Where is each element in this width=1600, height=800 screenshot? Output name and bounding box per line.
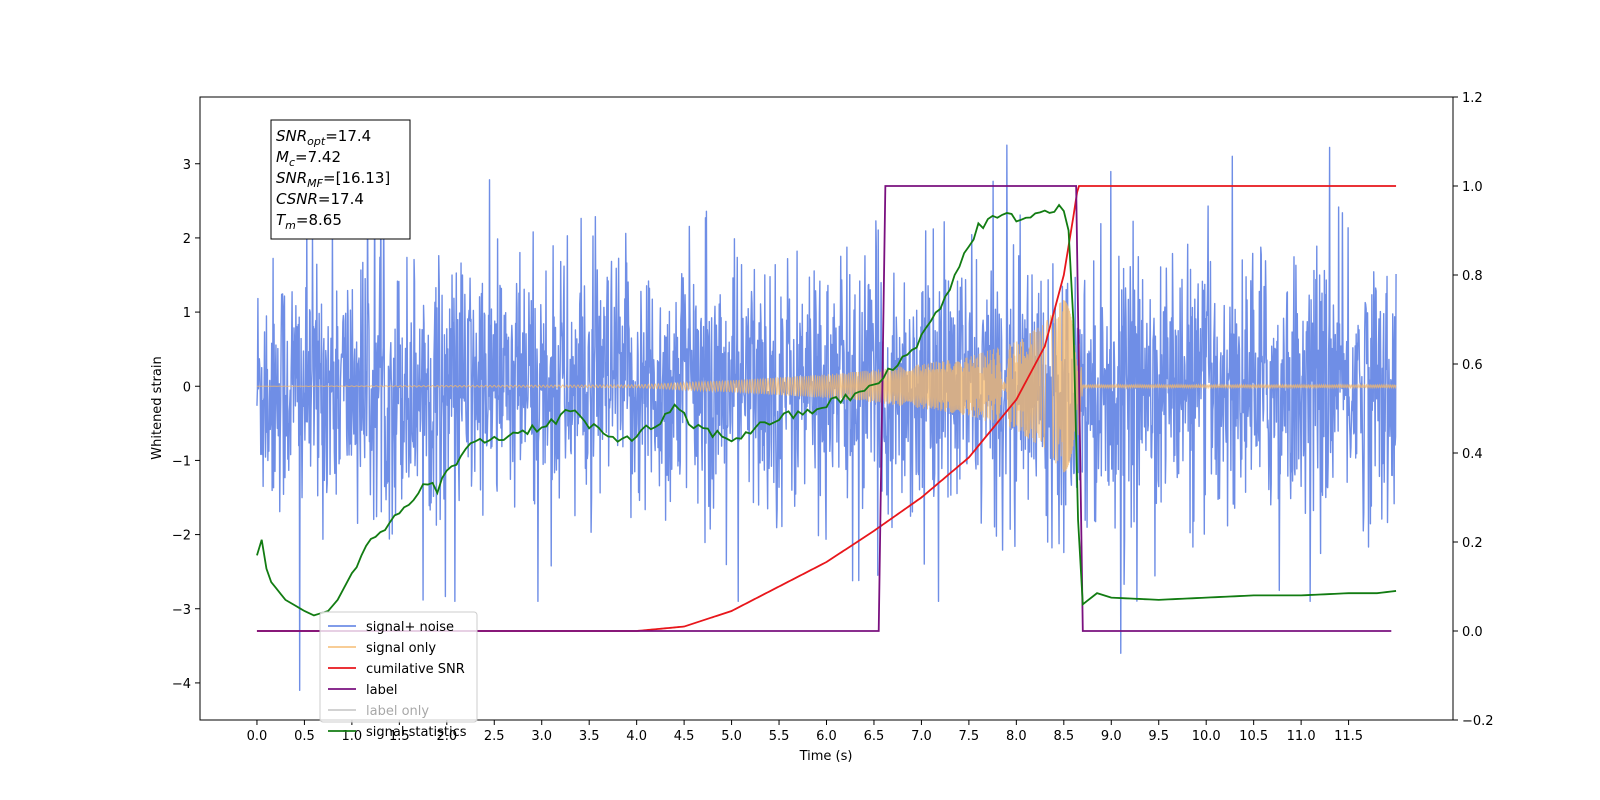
info-box-line: SNRMF=[16.13]: [276, 169, 390, 190]
x-tick-label: 4.0: [626, 729, 647, 744]
x-axis-title: Time (s): [799, 749, 853, 764]
legend-frame: [319, 611, 478, 723]
x-tick-label: 8.0: [1006, 729, 1027, 744]
x-axis: 0.0 0.5 1.0 1.5 2.0 2.5 3.0 3.5 4.0 4.5 5.0 5.5 6.0 6…: [247, 720, 1363, 744]
x-tick-label: 5.5: [769, 729, 790, 744]
info-box: SNRopt=17.4Mc=7.42SNRMF=[16.13]CSNR=17.4…: [270, 119, 411, 240]
right-y-axis: 1.2 1.0 0.8 0.6 0.4 0.2 0.0 −0.2: [1453, 91, 1494, 729]
y-axis-title: Whitened strain: [150, 356, 165, 459]
left-y-axis: 3 2 1 0 −1 −2 −3 −4: [172, 158, 200, 692]
left-y-tick-label: 3: [183, 158, 191, 173]
info-box-subscript: c: [289, 156, 295, 169]
legend-label: label only: [366, 704, 429, 719]
signal-statistics-line: [256, 203, 1397, 617]
info-box-symbol: SNR: [276, 127, 307, 145]
x-tick-label: 2.5: [484, 729, 505, 744]
info-box-subscript: MF: [307, 177, 323, 190]
legend-label: signal only: [366, 641, 436, 656]
x-tick-label: 0.5: [294, 729, 315, 744]
legend-label: label: [366, 683, 397, 698]
right-y-tick-label: −0.2: [1462, 714, 1494, 729]
x-tick-label: 2.0: [436, 729, 457, 744]
left-y-tick-label: −1: [172, 454, 191, 469]
left-y-tick-label: −4: [172, 677, 191, 692]
legend-label: cumilative SNR: [366, 662, 465, 677]
x-tick-label: 11.5: [1334, 729, 1363, 744]
x-tick-label: 8.5: [1053, 729, 1074, 744]
x-tick-label: 1.5: [389, 729, 410, 744]
left-y-tick-label: −3: [172, 603, 191, 618]
left-y-tick-label: −2: [172, 529, 191, 544]
info-box-subscript: m: [285, 219, 296, 232]
x-tick-label: 10.0: [1192, 729, 1221, 744]
right-y-tick-label: 0.2: [1462, 536, 1483, 551]
info-box-value: =[16.13]: [323, 169, 390, 187]
x-tick-label: 9.5: [1148, 729, 1169, 744]
x-tick-label: 11.0: [1287, 729, 1316, 744]
x-tick-label: 4.5: [674, 729, 695, 744]
info-box-line: Tm=8.65: [276, 211, 342, 232]
info-box-symbol: T: [276, 211, 287, 229]
x-tick-label: 7.5: [959, 729, 980, 744]
legend-label: signal statistics: [366, 725, 467, 740]
x-tick-label: 1.0: [342, 729, 363, 744]
info-box-symbol: M: [276, 148, 289, 166]
right-y-tick-label: 1.2: [1462, 91, 1483, 106]
x-tick-label: 10.5: [1239, 729, 1268, 744]
right-y-tick-label: 0.8: [1462, 269, 1483, 284]
info-box-line: CSNR=17.4: [276, 190, 364, 208]
right-y-tick-label: 0.6: [1462, 358, 1483, 373]
info-box-value: =7.42: [295, 148, 341, 166]
right-y-tick-label: 1.0: [1462, 180, 1483, 195]
right-y-tick-label: 0.4: [1462, 447, 1483, 462]
info-box-frame: [270, 119, 411, 240]
signal-plus-noise-line: [256, 144, 1397, 692]
x-tick-label: 6.5: [864, 729, 885, 744]
right-y-tick-label: 0.0: [1462, 625, 1483, 640]
info-box-value: =17.4: [325, 127, 371, 145]
info-box-line: Mc=7.42: [276, 148, 341, 169]
x-tick-label: 9.0: [1101, 729, 1122, 744]
info-box-value: =17.4: [318, 190, 364, 208]
info-box-symbol: SNR: [276, 169, 307, 187]
info-box-subscript: opt: [307, 135, 326, 148]
x-tick-label: 3.5: [579, 729, 600, 744]
signal-only-line: [256, 300, 1397, 473]
info-box-line: SNRopt=17.4: [276, 127, 371, 148]
x-tick-label: 7.0: [911, 729, 932, 744]
left-y-tick-label: 0: [183, 380, 191, 395]
left-y-tick-label: 2: [183, 232, 191, 247]
legend: signal+ noise signal only cumilative SNR la…: [319, 611, 478, 740]
x-tick-label: 6.0: [816, 729, 837, 744]
info-box-symbol: CSNR: [276, 190, 318, 208]
x-tick-label: 3.0: [531, 729, 552, 744]
x-tick-label: 0.0: [247, 729, 268, 744]
left-y-tick-label: 1: [183, 306, 191, 321]
x-tick-label: 5.0: [721, 729, 742, 744]
info-box-value: =8.65: [296, 211, 342, 229]
label-line: [256, 185, 1392, 632]
legend-label: signal+ noise: [366, 620, 454, 635]
